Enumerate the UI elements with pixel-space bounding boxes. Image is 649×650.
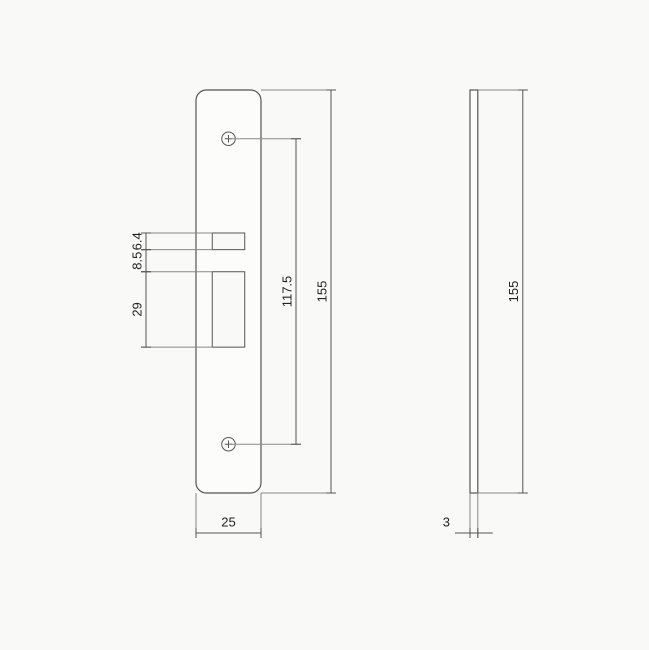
bolt-cutout bbox=[212, 272, 245, 347]
side-plate bbox=[470, 90, 478, 493]
dim-155a-label: 155 bbox=[314, 281, 329, 303]
tech-drawing: 117.5 155 25 6.4 8.5 29 155 3 bbox=[0, 0, 649, 650]
dim-3-label: 3 bbox=[443, 514, 450, 529]
latch-cutout bbox=[212, 233, 245, 250]
dim-8-5-label: 8.5 bbox=[129, 252, 144, 270]
dim-155b-label: 155 bbox=[506, 281, 521, 303]
dim-6-4-label: 6.4 bbox=[129, 232, 144, 250]
dim-117-label: 117.5 bbox=[279, 276, 294, 308]
dim-29-label: 29 bbox=[129, 302, 144, 316]
dim-25-label: 25 bbox=[221, 514, 235, 529]
